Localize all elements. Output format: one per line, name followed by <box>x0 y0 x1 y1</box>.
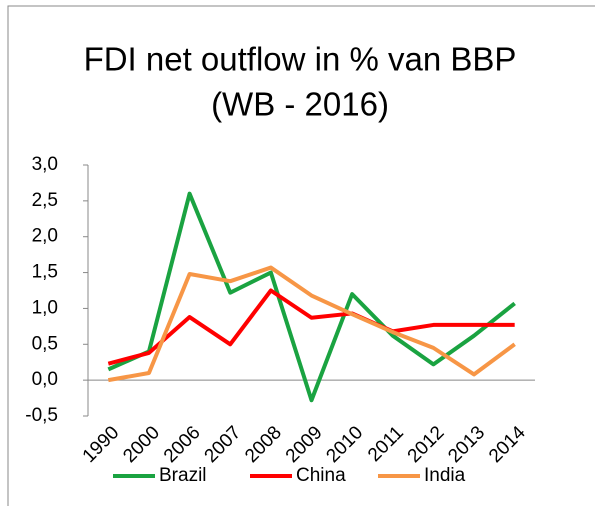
x-tick-label: 2014 <box>485 422 530 467</box>
y-tick-label: 1,0 <box>32 297 58 318</box>
legend-label: India <box>424 465 466 486</box>
x-tick-label: 2012 <box>404 422 449 467</box>
x-tick-label: 2011 <box>364 422 408 466</box>
y-tick-label: 3,0 <box>32 154 58 175</box>
y-tick-label: 2,5 <box>32 190 58 211</box>
line-series <box>107 265 516 383</box>
x-tick-label: 2006 <box>160 422 205 467</box>
y-tick-label: 2,0 <box>32 226 58 247</box>
legend-label: China <box>296 465 346 486</box>
x-tick-label: 2010 <box>322 422 367 467</box>
chart-title: (WB - 2016) <box>211 86 389 123</box>
x-tick-label: 2009 <box>282 422 327 467</box>
y-tick-label: 0,0 <box>32 369 58 390</box>
line-series <box>107 288 515 366</box>
x-tick-label: 1990 <box>79 422 124 467</box>
legend-label: Brazil <box>159 465 207 486</box>
x-tick-label: 2008 <box>241 422 286 467</box>
y-tick-label: -0,5 <box>25 405 58 426</box>
x-tick-label: 2000 <box>119 422 164 467</box>
chart-title: FDI net outflow in % van BBP <box>84 41 517 78</box>
y-tick-label: 1,5 <box>32 262 58 283</box>
x-tick-label: 2013 <box>444 422 489 467</box>
y-tick-label: 0,5 <box>32 333 58 354</box>
chart-border <box>7 5 595 506</box>
x-tick-label: 2007 <box>201 422 246 467</box>
